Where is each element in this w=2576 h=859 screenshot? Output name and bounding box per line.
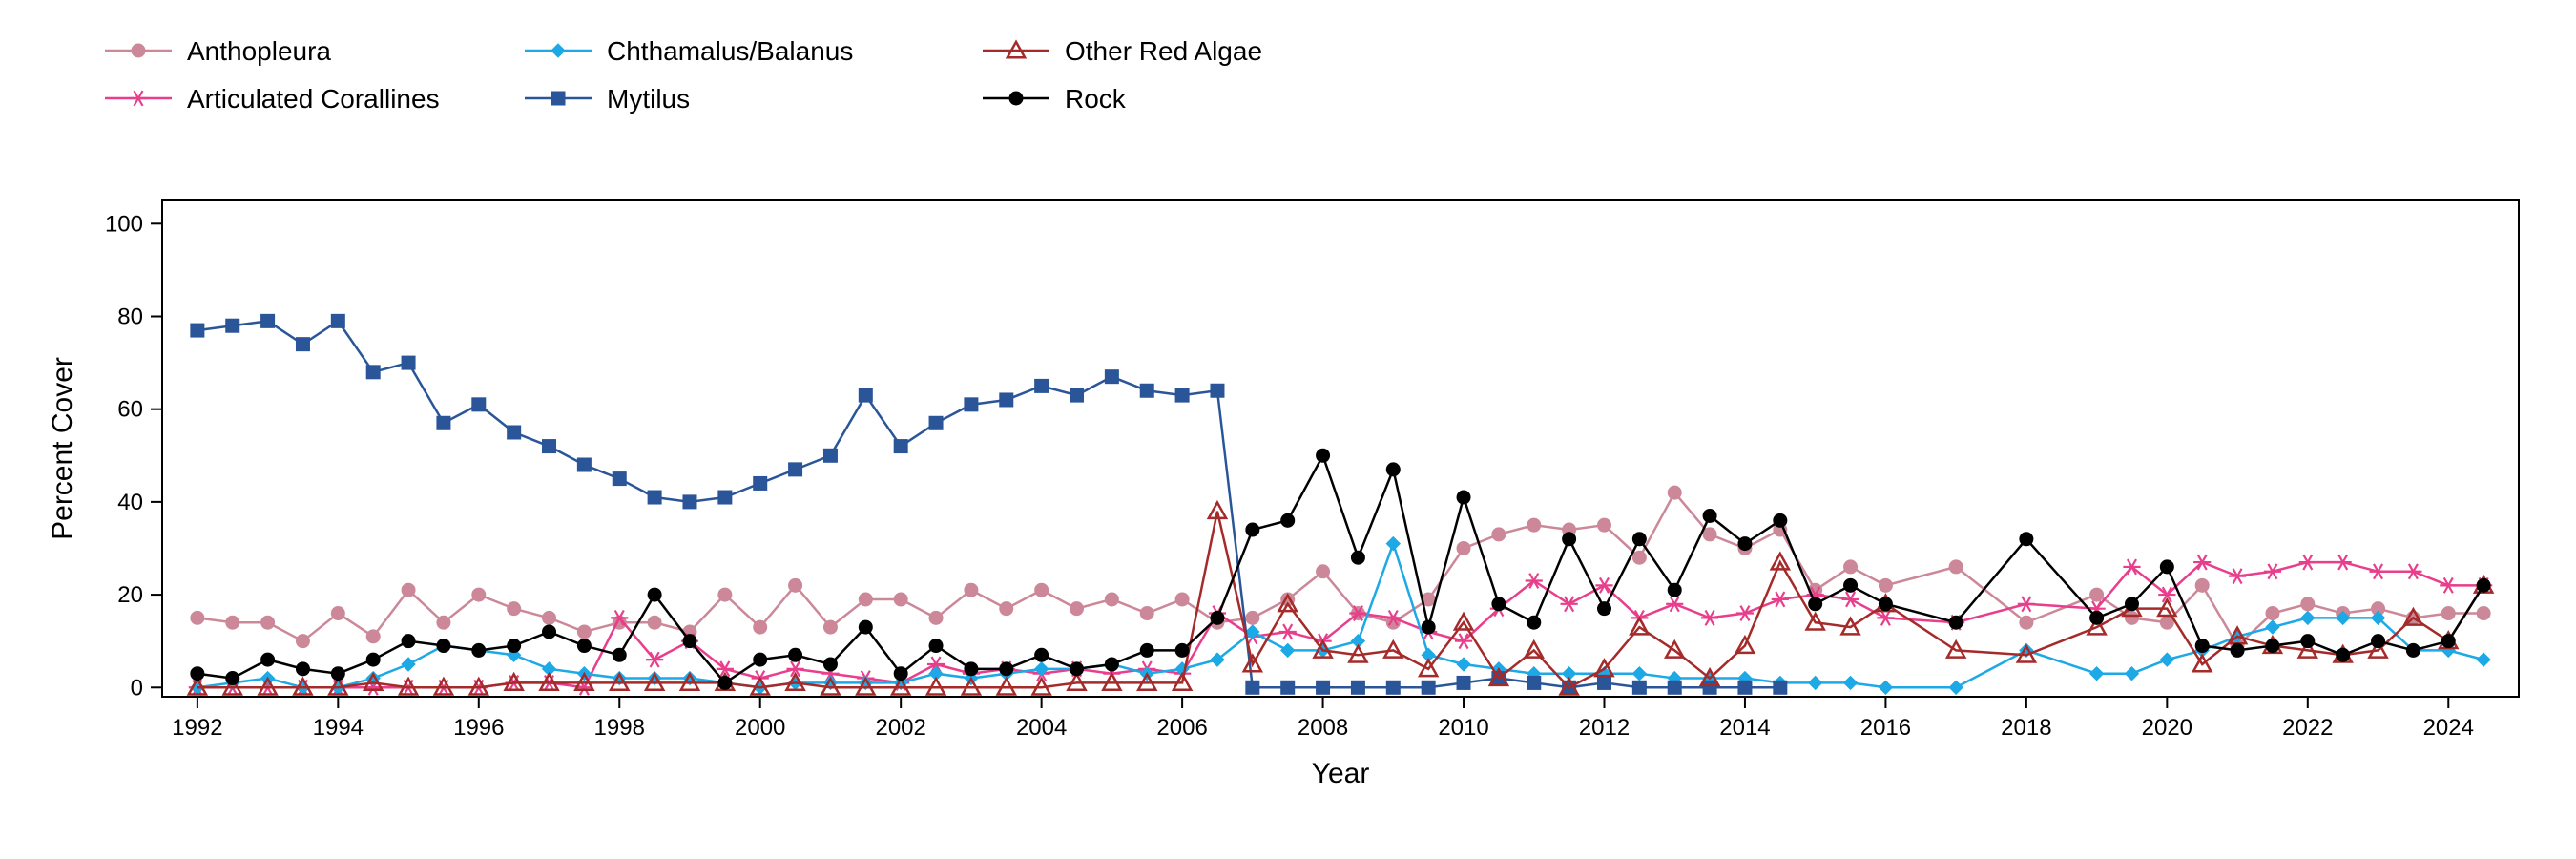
x-tick-label: 2010 xyxy=(1438,715,1488,741)
x-tick-label: 2020 xyxy=(2142,715,2192,741)
legend-label: Rock xyxy=(1065,84,1127,114)
legend-label: Chthamalus/Balanus xyxy=(607,36,853,66)
x-tick-label: 2014 xyxy=(1719,715,1770,741)
legend-label: Other Red Algae xyxy=(1065,36,1262,66)
x-tick-label: 2008 xyxy=(1298,715,1348,741)
x-tick-label: 1992 xyxy=(172,715,222,741)
x-tick-label: 2022 xyxy=(2282,715,2333,741)
legend-label: Anthopleura xyxy=(187,36,331,66)
percent-cover-line-chart: 1992199419961998200020022004200620082010… xyxy=(0,0,2576,859)
x-tick-label: 2024 xyxy=(2423,715,2474,741)
x-axis-title: Year xyxy=(1312,758,1370,789)
x-tick-label: 2004 xyxy=(1016,715,1067,741)
x-tick-label: 1994 xyxy=(313,715,364,741)
y-tick-label: 100 xyxy=(105,211,143,237)
y-tick-label: 0 xyxy=(131,675,143,701)
x-tick-label: 2012 xyxy=(1579,715,1630,741)
x-tick-label: 2016 xyxy=(1860,715,1911,741)
y-axis-title: Percent Cover xyxy=(47,357,78,540)
x-tick-label: 2002 xyxy=(875,715,925,741)
x-tick-label: 1998 xyxy=(594,715,645,741)
legend-label: Articulated Corallines xyxy=(187,84,440,114)
x-tick-label: 1996 xyxy=(453,715,504,741)
y-tick-label: 60 xyxy=(117,397,143,423)
y-tick-label: 20 xyxy=(117,582,143,608)
x-tick-label: 2018 xyxy=(2001,715,2051,741)
y-tick-label: 40 xyxy=(117,490,143,515)
x-tick-label: 2000 xyxy=(735,715,785,741)
x-tick-label: 2006 xyxy=(1156,715,1207,741)
legend-label: Mytilus xyxy=(607,84,690,114)
y-tick-label: 80 xyxy=(117,304,143,329)
